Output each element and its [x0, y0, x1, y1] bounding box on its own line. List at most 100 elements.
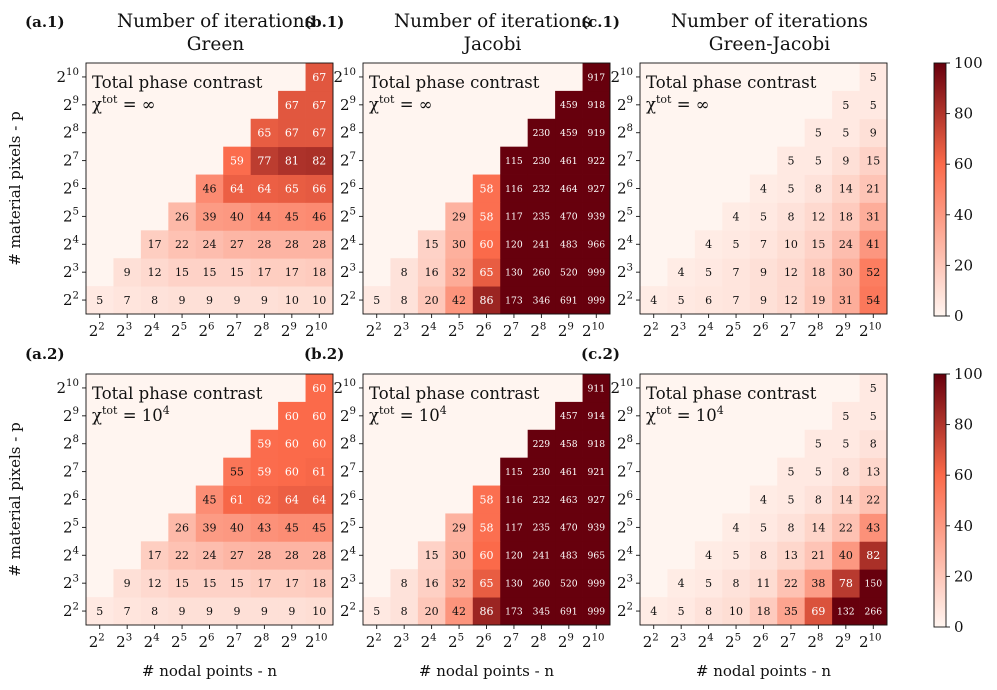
heatmap-cell [804, 513, 833, 542]
colorbar-tick-label: 0 [954, 618, 964, 636]
cell-value-label: 82 [312, 155, 326, 168]
cell-value-label: 8 [760, 549, 767, 562]
heatmap-cell [195, 541, 224, 570]
x-tick-label: 27 [780, 632, 796, 651]
x-tick-label: 29 [835, 321, 851, 340]
cell-value-label: 64 [312, 493, 326, 506]
heatmap-cell [168, 513, 197, 542]
heatmap-cell [527, 597, 556, 626]
cell-value-label: 132 [837, 606, 855, 617]
y-tick-label: 28 [617, 123, 633, 142]
cell-value-label: 120 [505, 551, 523, 562]
cell-value-label: 922 [588, 156, 606, 167]
cell-value-label: 86 [480, 605, 494, 618]
cell-value-label: 12 [811, 210, 825, 223]
heatmap-cell [555, 258, 583, 287]
cell-value-label: 8 [401, 294, 408, 307]
heatmap-cell [527, 569, 556, 598]
heatmap-cell [363, 286, 391, 315]
y-tick-label: 24 [63, 235, 79, 254]
cell-value-label: 61 [230, 493, 244, 506]
heatmap-cell [859, 146, 888, 175]
cell-value-label: 44 [257, 210, 271, 223]
colorbar-tick-label: 20 [954, 256, 973, 274]
heatmap-cell [832, 286, 860, 315]
cell-value-label: 116 [505, 184, 523, 195]
heatmap-cell [582, 118, 611, 148]
cell-value-label: 59 [257, 438, 271, 451]
colorbar-tick-label: 80 [954, 105, 973, 123]
heatmap-cell [777, 286, 806, 315]
y-tick-label: 27 [340, 462, 356, 481]
cell-value-label: 5 [870, 382, 877, 395]
x-tick-label: 22 [643, 632, 659, 651]
cell-value-label: 241 [533, 551, 551, 562]
heatmap-cell [278, 401, 306, 431]
cell-value-label: 5 [815, 466, 822, 479]
cell-value-label: 32 [452, 266, 466, 279]
panel-label: (a.2) [25, 345, 65, 363]
cell-value-label: 260 [533, 578, 551, 589]
y-axis-label: # material pixels - p [6, 422, 24, 576]
cell-value-label: 10 [729, 605, 743, 618]
x-axis-label: # nodal points - n [419, 662, 555, 680]
heatmap-cell [832, 597, 860, 626]
heatmap-cell [278, 429, 306, 459]
x-tick-label: 24 [144, 632, 160, 651]
heatmap-cell [555, 513, 583, 542]
heatmap-cell [859, 63, 888, 92]
cell-value-label: 8 [151, 605, 158, 618]
x-tick-label: 25 [171, 632, 187, 651]
heatmap-cell [582, 258, 611, 287]
cell-value-label: 9 [870, 127, 877, 140]
cell-value-label: 5 [787, 155, 794, 168]
y-tick-label: 29 [63, 406, 79, 425]
cell-value-label: 58 [480, 210, 494, 223]
heatmap-cell [417, 569, 446, 598]
cell-value-label: 39 [203, 521, 217, 534]
x-tick-label: 26 [198, 321, 214, 340]
heatmap-cell [859, 230, 888, 259]
cell-value-label: 117 [505, 212, 523, 223]
cell-value-label: 22 [175, 238, 189, 251]
heatmap-cell [859, 485, 888, 514]
panel-title: Number of iterations [394, 11, 591, 32]
cell-value-label: 5 [96, 294, 103, 307]
heatmap-cell [278, 90, 306, 120]
cell-value-label: 31 [839, 294, 853, 307]
x-tick-label: 28 [807, 321, 823, 340]
cell-value-label: 39 [203, 210, 217, 223]
cell-value-label: 235 [533, 212, 551, 223]
heatmap-cell [223, 146, 252, 175]
cell-value-label: 130 [505, 267, 523, 278]
heatmap-cell [250, 429, 279, 459]
cell-value-label: 7 [124, 605, 131, 618]
heatmap-cell [667, 286, 696, 315]
x-tick-label: 29 [281, 632, 297, 651]
cell-value-label: 115 [505, 156, 523, 167]
cell-value-label: 67 [285, 127, 299, 140]
x-tick-label: 24 [144, 321, 160, 340]
heatmap-cell [582, 146, 611, 175]
y-tick-label: 23 [617, 573, 633, 592]
cell-value-label: 26 [175, 210, 189, 223]
cell-value-label: 9 [760, 294, 767, 307]
cell-value-label: 691 [560, 606, 578, 617]
heatmap-cell [527, 457, 556, 486]
y-tick-label: 25 [617, 518, 633, 537]
cell-value-label: 60 [285, 466, 299, 479]
cell-value-label: 82 [866, 549, 880, 562]
x-tick-label: 28 [253, 321, 269, 340]
heatmap-cell [195, 174, 224, 203]
y-tick-label: 26 [617, 490, 633, 509]
heatmap-cell [804, 485, 833, 514]
heatmap-cell [694, 597, 723, 626]
y-tick-label: 29 [63, 95, 79, 114]
heatmap-cell [140, 286, 169, 315]
heatmap-cell [305, 513, 334, 542]
heatmap-cell [305, 146, 334, 175]
heatmap-cell [555, 230, 583, 259]
heatmap-cell [527, 202, 556, 231]
x-tick-label: 23 [116, 632, 132, 651]
colorbar: 0 20 40 60 80 100 [933, 365, 983, 636]
